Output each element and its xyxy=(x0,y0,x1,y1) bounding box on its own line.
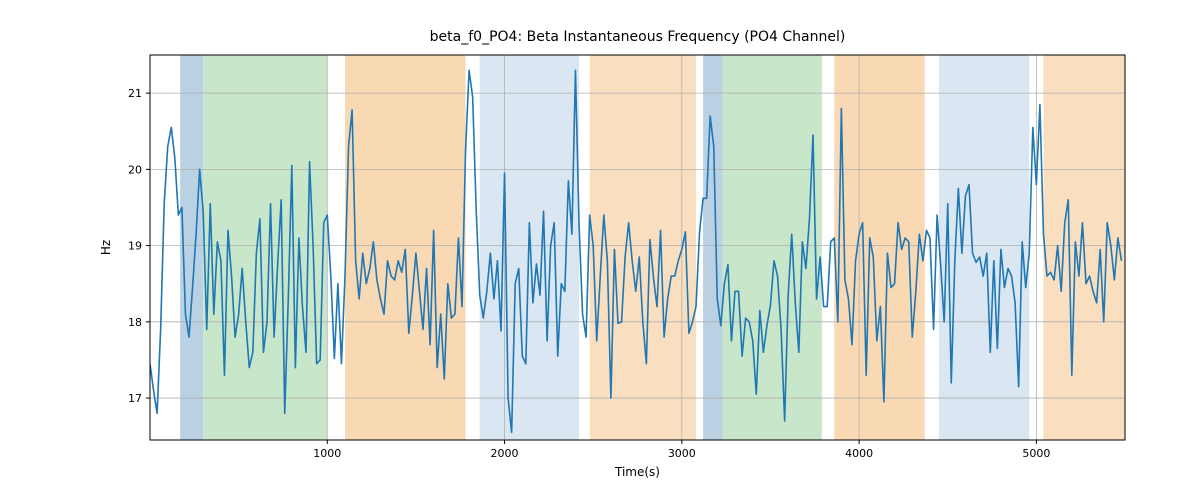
shade-region-5 xyxy=(703,55,723,440)
xtick-label: 1000 xyxy=(313,447,341,460)
ytick-label: 18 xyxy=(128,316,142,329)
shade-region-2 xyxy=(345,55,466,440)
xlabel: Time(s) xyxy=(614,465,660,479)
chart-figure: 1000 2000 3000 4000 5000 17 18 19 20 21 Time(s) Hz b… xyxy=(0,0,1200,500)
shade-region-7 xyxy=(834,55,924,440)
ytick-label: 17 xyxy=(128,392,142,405)
chart-title: beta_f0_PO4: Beta Instantaneous Frequenc… xyxy=(430,29,846,45)
chart-svg: 1000 2000 3000 4000 5000 17 18 19 20 21 Time(s) Hz b… xyxy=(0,0,1200,500)
ytick-label: 20 xyxy=(128,163,142,176)
ytick-label: 19 xyxy=(128,240,142,253)
ylabel: Hz xyxy=(99,240,113,255)
ytick-label: 21 xyxy=(128,87,142,100)
xtick-label: 3000 xyxy=(668,447,696,460)
xtick-label: 4000 xyxy=(845,447,873,460)
xtick-label: 2000 xyxy=(491,447,519,460)
xtick-label: 5000 xyxy=(1022,447,1050,460)
shade-region-8 xyxy=(939,55,1029,440)
